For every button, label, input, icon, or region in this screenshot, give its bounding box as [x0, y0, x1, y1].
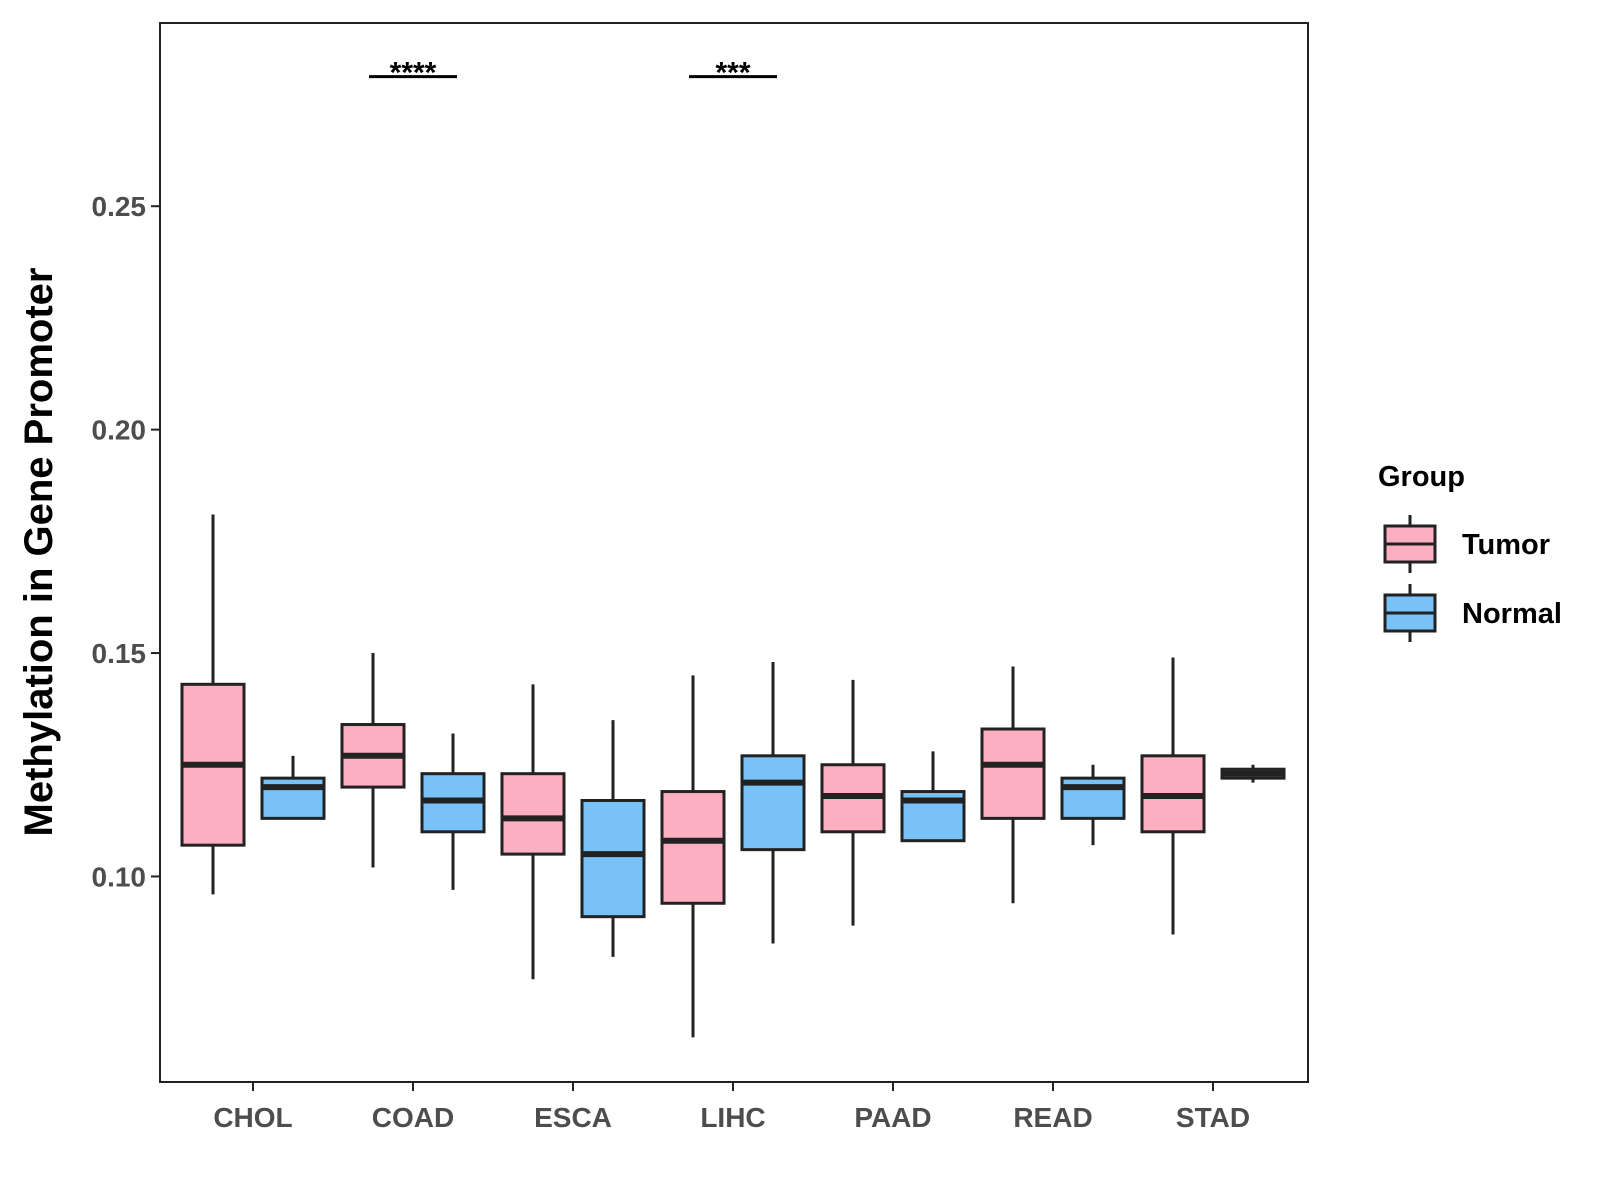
box-tumor-lihc [660, 675, 726, 1038]
y-tick-label: 0.10 [92, 861, 147, 892]
significance-label: *** [715, 57, 750, 90]
box-normal-read [1060, 764, 1126, 846]
x-tick-label: ESCA [534, 1102, 612, 1133]
box-body [580, 798, 646, 919]
y-axis: 0.10 0.15 0.20 0.25 [92, 191, 160, 892]
x-tick-label: PAAD [854, 1102, 931, 1133]
legend-entry-tumor: Tumor [1383, 515, 1550, 573]
box-tumor-esca [500, 684, 566, 980]
box-normal-chol [260, 755, 326, 820]
box-tumor-coad [340, 653, 406, 868]
legend-title: Group [1378, 461, 1465, 493]
x-axis: CHOL COAD ESCA LIHC PAAD READ STAD [213, 1082, 1250, 1133]
box-body [500, 772, 566, 856]
box-normal-lihc [740, 661, 806, 944]
box-tumor-chol [180, 514, 246, 895]
x-tick-label: CHOL [213, 1102, 292, 1133]
box-tumor-paad [820, 679, 886, 926]
significance-label: **** [390, 57, 437, 90]
x-tick-label: LIHC [700, 1102, 765, 1133]
legend-label: Tumor [1462, 529, 1550, 561]
y-tick-label: 0.20 [92, 415, 147, 446]
x-tick-label: STAD [1176, 1102, 1250, 1133]
y-tick-label: 0.25 [92, 191, 147, 222]
y-axis-title: Methylation in Gene Promoter [17, 268, 61, 837]
significance-annotations: **** *** [369, 57, 777, 90]
box-body [980, 727, 1046, 820]
box-body [660, 790, 726, 905]
plot-area [180, 514, 1286, 1038]
box-tumor-stad [1140, 657, 1206, 935]
box-tumor-read [980, 666, 1046, 904]
box-normal-esca [580, 720, 646, 957]
box-normal-paad [900, 751, 966, 843]
legend-entry-normal: Normal [1383, 584, 1562, 642]
x-tick-label: COAD [372, 1102, 454, 1133]
box-body [740, 754, 806, 852]
y-tick-label: 0.15 [92, 638, 147, 669]
box-normal-stad [1220, 764, 1286, 783]
x-tick-label: READ [1013, 1102, 1092, 1133]
legend: Group Tumor Normal [1378, 461, 1562, 642]
box-normal-coad [420, 733, 486, 890]
legend-label: Normal [1462, 598, 1562, 630]
